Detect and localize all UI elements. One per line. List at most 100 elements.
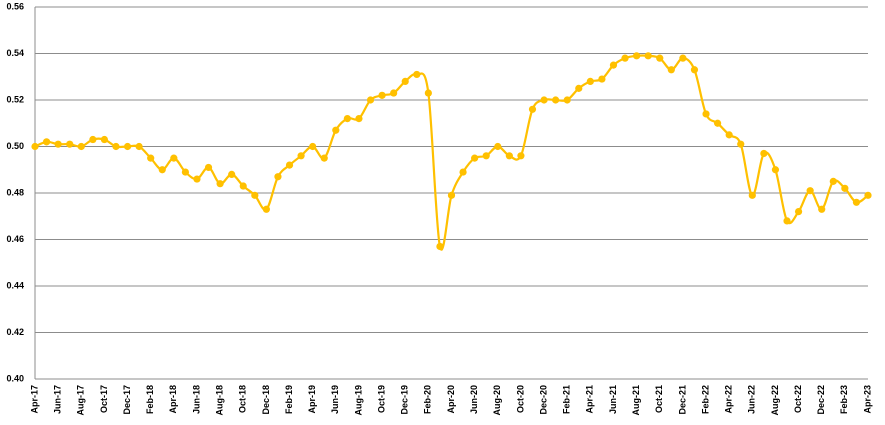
point xyxy=(181,168,190,176)
point xyxy=(679,54,687,62)
x-tick-label: Dec-18 xyxy=(261,385,271,415)
point xyxy=(760,149,768,158)
y-tick-label: 0.48 xyxy=(6,187,24,197)
point xyxy=(656,54,664,62)
point xyxy=(633,52,641,60)
point xyxy=(563,96,571,104)
y-tick-label: 0.40 xyxy=(6,373,24,383)
x-tick-label: Dec-21 xyxy=(677,385,687,415)
y-tick-label: 0.46 xyxy=(6,234,24,244)
point xyxy=(100,135,109,144)
point xyxy=(378,91,386,99)
x-tick-label: Oct-22 xyxy=(793,385,803,413)
x-tick-label: Aug-18 xyxy=(214,385,224,416)
point xyxy=(667,66,675,74)
x-tick-label: Dec-19 xyxy=(400,385,410,415)
point xyxy=(77,142,85,151)
y-tick-label: 0.44 xyxy=(6,280,24,290)
x-tick-label: Apr-17 xyxy=(29,385,39,414)
point xyxy=(147,154,155,162)
y-tick-label: 0.42 xyxy=(6,327,24,337)
point xyxy=(621,54,629,62)
point xyxy=(204,163,213,172)
point xyxy=(66,140,74,148)
x-tick-label: Jun-20 xyxy=(469,385,479,414)
x-tick-label: Dec-22 xyxy=(816,385,826,415)
x-tick-label: Apr-21 xyxy=(585,385,595,414)
x-tick-label: Feb-22 xyxy=(700,385,710,414)
point xyxy=(42,138,51,146)
point xyxy=(297,152,305,160)
x-tick-label: Aug-17 xyxy=(76,385,86,416)
x-tick-label: Aug-22 xyxy=(770,385,780,416)
x-tick-label: Aug-21 xyxy=(631,385,641,416)
x-tick-label: Aug-19 xyxy=(353,385,363,416)
point xyxy=(829,177,837,185)
x-tick-label: Jun-19 xyxy=(330,385,340,414)
point xyxy=(274,173,282,181)
x-tick-label: Feb-18 xyxy=(145,385,155,414)
point xyxy=(575,84,583,92)
point xyxy=(413,70,421,79)
point xyxy=(852,198,861,206)
point xyxy=(459,168,467,176)
x-tick-label: Oct-20 xyxy=(515,385,525,413)
point xyxy=(251,191,259,199)
point xyxy=(841,184,849,192)
x-tick-label: Jun-17 xyxy=(53,385,63,414)
point xyxy=(806,187,814,195)
point xyxy=(424,89,432,97)
point xyxy=(401,77,409,85)
point xyxy=(436,242,444,251)
x-tick-label: Feb-21 xyxy=(562,385,572,414)
point xyxy=(158,166,166,174)
point xyxy=(112,142,120,151)
x-tick-label: Feb-23 xyxy=(839,385,849,414)
point xyxy=(748,191,756,199)
point xyxy=(343,115,351,123)
point xyxy=(540,96,548,104)
x-tick-label: Apr-19 xyxy=(307,385,317,414)
x-tick-label: Jun-21 xyxy=(608,385,618,414)
point xyxy=(216,180,224,188)
point xyxy=(135,142,143,151)
point xyxy=(552,96,560,104)
point xyxy=(390,89,398,97)
y-tick-label: 0.56 xyxy=(6,1,24,11)
point xyxy=(193,175,201,183)
point xyxy=(332,126,340,134)
point xyxy=(482,152,490,160)
point xyxy=(644,52,652,60)
point xyxy=(355,115,363,123)
point xyxy=(725,131,733,139)
point xyxy=(309,142,317,151)
y-tick-label: 0.54 xyxy=(6,48,24,58)
x-tick-label: Feb-20 xyxy=(423,385,433,414)
point xyxy=(818,205,826,213)
x-tick-label: Oct-21 xyxy=(654,385,664,413)
point xyxy=(586,77,594,85)
y-tick-label: 0.52 xyxy=(6,94,24,104)
point xyxy=(794,208,803,216)
point xyxy=(864,191,872,199)
point xyxy=(771,166,780,174)
x-tick-label: Oct-19 xyxy=(376,385,386,413)
point xyxy=(713,119,722,127)
point xyxy=(285,161,294,169)
point xyxy=(690,66,699,74)
point xyxy=(123,142,132,151)
x-tick-label: Feb-19 xyxy=(284,385,294,414)
point xyxy=(366,96,375,104)
point xyxy=(702,110,710,118)
point xyxy=(320,154,328,162)
point xyxy=(262,205,270,213)
point xyxy=(89,135,97,144)
x-tick-label: Apr-18 xyxy=(168,385,178,414)
x-tick-label: Oct-17 xyxy=(99,385,109,413)
x-tick-label: Oct-18 xyxy=(238,385,248,413)
x-tick-label: Apr-22 xyxy=(724,385,734,414)
point xyxy=(239,182,247,190)
point xyxy=(505,152,513,160)
point xyxy=(609,61,618,69)
